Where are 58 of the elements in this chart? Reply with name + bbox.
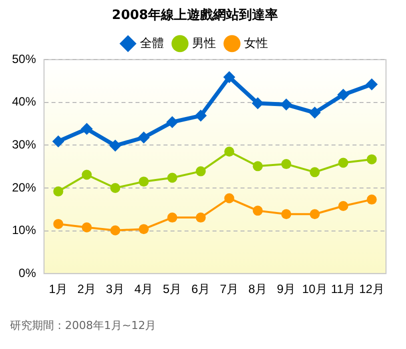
point: [82, 170, 92, 180]
point: [337, 88, 350, 101]
point: [52, 135, 64, 148]
x-tick-label: 2月: [77, 282, 96, 296]
y-tick-label: 20%: [12, 180, 36, 194]
chart-title: 2008年線上遊戲網站到達率: [112, 7, 278, 24]
point: [194, 110, 207, 122]
point: [167, 212, 178, 223]
point: [53, 186, 64, 196]
x-tick-label: 1月: [48, 282, 68, 296]
point: [366, 194, 377, 205]
point: [80, 122, 93, 135]
x-tick-label: 5月: [162, 282, 182, 296]
x-tick-label: 6月: [191, 282, 210, 296]
point: [138, 224, 149, 234]
legend-label: 男性: [192, 36, 216, 50]
point: [338, 158, 348, 168]
point: [110, 183, 120, 193]
point: [196, 166, 206, 176]
point: [110, 225, 120, 236]
point: [166, 116, 178, 128]
point: [109, 140, 122, 152]
x-tick-label: 11月: [331, 282, 356, 296]
point: [82, 222, 92, 232]
x-tick-label: 4月: [134, 282, 154, 296]
y-tick-label: 0%: [18, 266, 36, 280]
point: [224, 146, 234, 157]
point: [224, 193, 234, 204]
point: [252, 206, 263, 216]
x-tick-label: 8月: [248, 282, 268, 296]
y-tick-label: 40%: [12, 94, 36, 109]
point: [252, 161, 263, 172]
point: [138, 131, 150, 144]
y-tick-label: 50%: [12, 52, 36, 66]
legend-label: 女性: [244, 36, 268, 50]
point: [53, 218, 64, 229]
point: [308, 106, 321, 119]
point: [310, 209, 320, 220]
x-tick-label: 10月: [302, 282, 328, 296]
point: [223, 71, 236, 84]
x-tick-label: 9月: [276, 282, 296, 296]
point: [366, 154, 377, 164]
point: [280, 98, 292, 111]
point: [281, 159, 292, 170]
point: [196, 212, 206, 223]
point: [167, 172, 178, 183]
y-tick-label: 30%: [12, 138, 36, 152]
point: [138, 176, 149, 187]
point: [310, 167, 320, 178]
x-tick-label: 12月: [359, 282, 384, 296]
point: [338, 200, 348, 211]
point: [366, 78, 378, 90]
legend-label: 全體: [140, 36, 164, 50]
point: [281, 209, 292, 220]
y-tick-label: 10%: [12, 223, 36, 238]
x-tick-label: 7月: [220, 282, 239, 296]
text: 研究期間：2008年1月~12月: [10, 318, 156, 333]
x-tick-label: 3月: [106, 282, 125, 296]
